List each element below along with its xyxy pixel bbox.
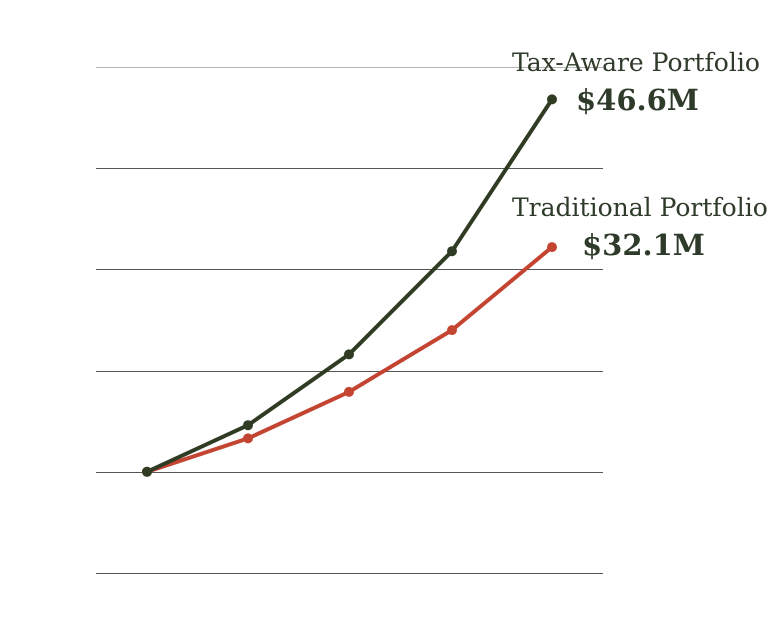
- series-lines: [145, 97, 554, 474]
- data-point-tax-aware-4: [547, 94, 557, 105]
- series-value-tax-aware: $46.6M: [576, 83, 699, 117]
- data-point-tax-aware-1: [243, 420, 253, 431]
- series-label-tax-aware: Tax-Aware Portfolio: [512, 48, 760, 77]
- series-line-tax-aware: [145, 97, 554, 474]
- data-point-tax-aware-0: [142, 466, 152, 477]
- series-value-traditional: $32.1M: [582, 228, 705, 262]
- data-point-traditional-2: [344, 386, 354, 397]
- data-point-traditional-4: [547, 242, 557, 253]
- data-point-traditional-3: [447, 325, 457, 336]
- series-points: [142, 94, 557, 477]
- data-point-tax-aware-3: [447, 246, 457, 257]
- data-point-traditional-1: [243, 433, 253, 444]
- series-label-traditional: Traditional Portfolio: [512, 193, 768, 222]
- gridlines: [96, 67, 603, 574]
- data-point-tax-aware-2: [344, 349, 354, 360]
- series-line-traditional: [145, 245, 554, 474]
